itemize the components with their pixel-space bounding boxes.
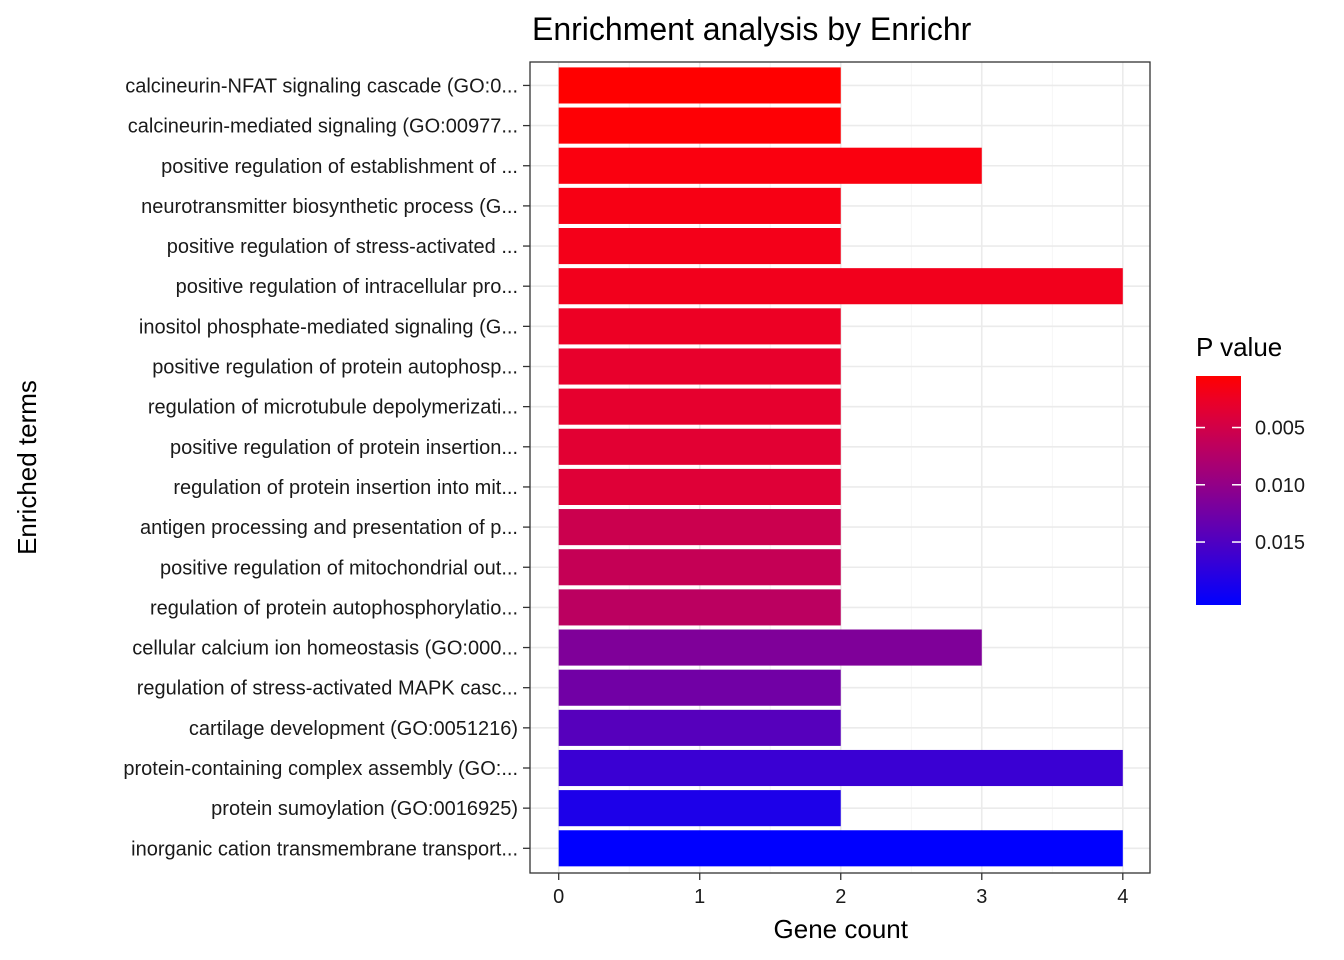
bar — [558, 669, 841, 706]
bar — [558, 790, 841, 827]
legend-colorbar — [1196, 376, 1241, 605]
y-tick-label: inorganic cation transmembrane transport… — [131, 838, 518, 860]
legend-tick-label: 0.015 — [1255, 532, 1305, 554]
chart-title: Enrichment analysis by Enrichr — [532, 11, 972, 47]
y-tick-label: positive regulation of stress-activated … — [167, 236, 518, 258]
x-tick-label: 0 — [553, 886, 564, 908]
bar — [558, 830, 1123, 867]
legend: P value 0.005 0.010 0.015 — [1196, 332, 1305, 605]
y-tick-label: positive regulation of intracellular pro… — [176, 276, 518, 298]
y-tick-label: positive regulation of mitochondrial out… — [160, 557, 518, 579]
bar — [558, 147, 982, 184]
y-tick-label: protein-containing complex assembly (GO:… — [123, 758, 518, 780]
bar — [558, 187, 841, 224]
y-tick-label: cellular calcium ion homeostasis (GO:000… — [132, 638, 518, 660]
y-tick-label: neurotransmitter biosynthetic process (G… — [141, 196, 518, 218]
y-axis-title: Enriched terms — [12, 380, 42, 555]
y-tick-label: cartilage development (GO:0051216) — [189, 718, 518, 740]
y-tick-label: regulation of microtubule depolymerizati… — [148, 397, 518, 419]
y-tick-label: inositol phosphate-mediated signaling (G… — [139, 316, 518, 338]
bar — [558, 348, 841, 385]
bar — [558, 228, 841, 265]
bar — [558, 388, 841, 425]
y-tick-label: protein sumoylation (GO:0016925) — [211, 798, 518, 820]
x-tick-label: 4 — [1117, 886, 1128, 908]
y-tick-label: regulation of protein autophosphorylatio… — [150, 597, 518, 619]
bar — [558, 308, 841, 345]
y-tick-label: positive regulation of protein autophosp… — [152, 357, 518, 379]
y-tick-label: antigen processing and presentation of p… — [140, 517, 518, 539]
bar — [558, 629, 982, 666]
x-axis-title: Gene count — [774, 914, 909, 944]
bar — [558, 67, 841, 104]
y-tick-label: positive regulation of establishment of … — [161, 156, 518, 178]
x-tick-label: 3 — [976, 886, 987, 908]
x-tick-label: 2 — [835, 886, 846, 908]
legend-title: P value — [1196, 332, 1282, 362]
y-tick-label: positive regulation of protein insertion… — [170, 437, 518, 459]
x-tick-label: 1 — [694, 886, 705, 908]
bar — [558, 709, 841, 746]
bar — [558, 549, 841, 586]
bar — [558, 107, 841, 144]
y-tick-label: calcineurin-NFAT signaling cascade (GO:0… — [125, 75, 518, 97]
y-tick-label: regulation of stress-activated MAPK casc… — [137, 678, 518, 700]
bar — [558, 749, 1123, 787]
legend-tick-label: 0.010 — [1255, 475, 1305, 497]
bar — [558, 509, 841, 546]
bar — [558, 468, 841, 505]
x-axis: 0 1 2 3 4 — [553, 873, 1128, 908]
legend-tick-label: 0.005 — [1255, 418, 1305, 440]
y-axis: calcineurin-NFAT signaling cascade (GO:0… — [123, 75, 530, 860]
bars — [558, 67, 1123, 867]
bar — [558, 428, 841, 465]
y-tick-label: calcineurin-mediated signaling (GO:00977… — [128, 116, 518, 138]
bar — [558, 589, 841, 626]
bar — [558, 268, 1123, 305]
plot-panel-border — [529, 61, 1151, 874]
y-tick-label: regulation of protein insertion into mit… — [173, 477, 518, 499]
